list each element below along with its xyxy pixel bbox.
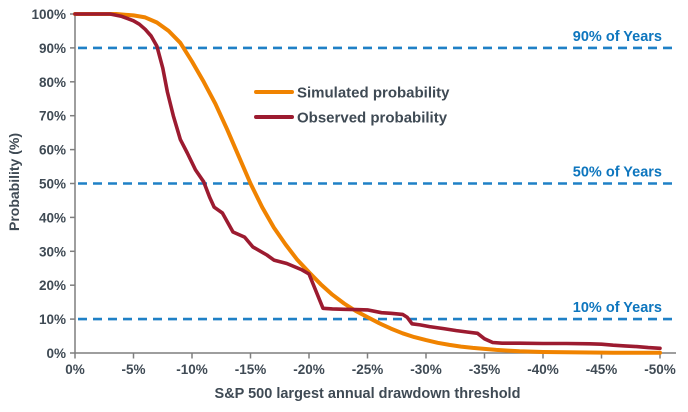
- x-tick-label: -35%: [469, 362, 501, 377]
- x-tick-label: -30%: [410, 362, 442, 377]
- simulated-probability-line: [73, 12, 662, 355]
- y-tick-label: 90%: [39, 41, 66, 56]
- y-tick-label: 60%: [39, 143, 66, 158]
- y-tick-label: 20%: [39, 278, 66, 293]
- x-tick-label: -40%: [527, 362, 559, 377]
- x-tick-label: -20%: [293, 362, 325, 377]
- reference-label-50: 50% of Years: [573, 165, 662, 181]
- y-axis-title: Probability (%): [6, 133, 22, 232]
- y-tick-label: 0%: [46, 346, 66, 361]
- y-tick-label: 100%: [31, 7, 66, 22]
- reference-label-10: 10% of Years: [573, 300, 662, 316]
- x-tick-label: -25%: [352, 362, 384, 377]
- legend-label-observed: Observed probability: [297, 110, 448, 127]
- y-tick-label: 40%: [39, 210, 66, 225]
- x-tick-label: -10%: [176, 362, 208, 377]
- x-tick-label: -15%: [235, 362, 267, 377]
- observed-probability-line: [73, 12, 662, 351]
- y-tick-label: 50%: [39, 177, 66, 192]
- y-tick-label: 80%: [39, 75, 66, 90]
- x-axis-title: S&P 500 largest annual drawdown threshol…: [214, 386, 521, 402]
- y-tick-label: 70%: [39, 109, 66, 124]
- x-tick-label: -45%: [586, 362, 618, 377]
- x-tick-label: -50%: [644, 362, 676, 377]
- legend-label-simulated: Simulated probability: [297, 85, 450, 102]
- x-tick-label: -5%: [121, 362, 145, 377]
- y-tick-label: 10%: [39, 312, 66, 327]
- y-tick-label: 30%: [39, 244, 66, 259]
- reference-label-90: 90% of Years: [573, 29, 662, 45]
- x-tick-label: 0%: [65, 362, 85, 377]
